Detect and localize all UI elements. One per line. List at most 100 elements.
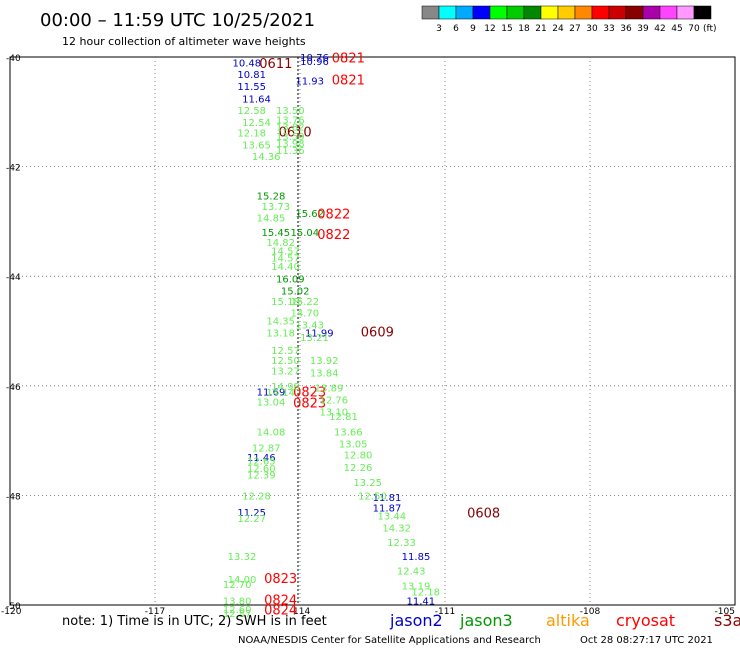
wave-height-label: 11.81 [373, 493, 402, 504]
wave-height-label: 16.09 [276, 274, 305, 285]
color-scale-swatch [472, 5, 491, 20]
wave-height-label: 12.18 [411, 587, 440, 598]
color-scale-label: 18 [518, 24, 530, 34]
wave-height-label: 12.33 [387, 538, 416, 549]
wave-height-label: 15.28 [257, 192, 286, 203]
wave-height-label: 10.76 [300, 53, 329, 64]
wave-height-label: 13.05 [339, 439, 368, 450]
color-scale-label: 6 [453, 24, 459, 34]
wave-height-label: 12.54 [242, 118, 271, 129]
pass-time-label: 0608 [467, 506, 500, 521]
wave-height-label: 15.18 [271, 297, 300, 308]
color-scale-label: 45 [671, 24, 682, 34]
wave-height-label: 12.65 [247, 456, 276, 467]
wave-height-label: 13.84 [310, 369, 339, 380]
wave-height-label: 11.36 [276, 146, 305, 157]
x-tick-label: -108 [580, 607, 601, 617]
wave-height-label: 14.70 [291, 308, 320, 319]
color-scale-swatch [642, 5, 661, 20]
wave-height-color-scale: 3 6 9 12 15 18 21 24 27 30 33 36 39 42 45 70 [421, 5, 712, 34]
mission-legend-jason2: jason2 [389, 611, 443, 630]
mission-legend-s3a: s3a [714, 611, 740, 630]
color-scale-swatch [625, 5, 644, 20]
wave-height-label: 13.92 [310, 356, 339, 367]
wave-height-label: 12.57 [271, 346, 300, 357]
wave-height-label: 12.81 [329, 412, 358, 423]
wave-height-label: 11.85 [402, 552, 431, 563]
wave-height-label: 12.70 [223, 580, 252, 591]
wave-height-label: 12.26 [344, 463, 373, 474]
color-scale-swatch [557, 5, 576, 20]
wave-height-label: 11.41 [407, 597, 436, 608]
color-scale-label: 33 [603, 24, 614, 34]
color-scale-label: 27 [569, 24, 580, 34]
wave-height-label: 12.50 [358, 491, 387, 502]
wave-height-label: 14.85 [257, 214, 286, 225]
wave-height-label: 15.62 [295, 209, 324, 220]
color-scale-swatch [659, 5, 678, 20]
wave-height-label: 14.57 [271, 246, 300, 257]
y-tick-label: -48 [6, 492, 21, 502]
x-tick-label: -111 [435, 607, 455, 617]
wave-height-label: 11.46 [247, 453, 276, 464]
wave-height-label: 10.48 [233, 58, 262, 69]
wave-height-label: 13.50 [276, 106, 305, 117]
plot-frame [9, 56, 736, 606]
color-scale-label: 21 [535, 24, 546, 34]
pass-time-label: 0821 [332, 52, 365, 67]
footer-generated: Oct 28 08:27:17 UTC 2021 [580, 635, 713, 646]
wave-height-label: 13.76 [276, 115, 305, 126]
wave-height-label: 13.32 [228, 552, 257, 563]
color-scale-label: 70 [688, 24, 700, 34]
wave-height-label: 13.10 [320, 408, 349, 419]
wave-height-label: 12.28 [242, 491, 271, 502]
wave-height-label: 14.32 [382, 524, 411, 535]
color-scale-swatch [608, 5, 627, 20]
y-tick-label: -44 [6, 273, 21, 283]
x-tick-label: -117 [145, 607, 165, 617]
pass-time-label: 0609 [361, 326, 394, 341]
color-scale-label: 15 [501, 24, 512, 34]
color-scale-label: 9 [470, 24, 476, 34]
pass-time-label: 0610 [279, 126, 312, 141]
pass-time-label: 0824 [264, 594, 297, 609]
color-scale-label: 42 [654, 24, 665, 34]
color-scale-swatch [591, 5, 610, 20]
wave-height-label: 12.58 [237, 106, 266, 117]
color-scale-label: 36 [620, 24, 632, 34]
wave-height-label: 15.04 [291, 228, 320, 239]
color-scale-swatch [489, 5, 508, 20]
wave-height-label: 13.19 [402, 581, 431, 592]
wave-height-label: 13.25 [353, 478, 382, 489]
wave-height-label: 14.35 [266, 317, 295, 328]
footer-credit: NOAA/NESDIS Center for Satellite Applica… [238, 635, 541, 646]
x-tick-label: -105 [715, 607, 735, 617]
wave-height-label: 14.98 [271, 382, 300, 393]
wave-height-label: 12.87 [252, 444, 281, 455]
grid [10, 57, 735, 605]
wave-height-label: 13.43 [295, 320, 324, 331]
wave-height-label: 10.81 [237, 70, 266, 81]
wave-height-label: 13.59 [276, 132, 305, 143]
mission-legend-jason3: jason3 [459, 611, 513, 630]
wave-height-label: 13.89 [315, 383, 344, 394]
pass-time-label: 0822 [317, 228, 350, 243]
wave-height-label: 12.60 [247, 464, 276, 475]
pass-time-label: 0823 [264, 572, 297, 587]
wave-height-label: 13.82 [276, 123, 305, 134]
wave-height-label: 11.87 [373, 503, 402, 514]
wave-height-label: 12.39 [247, 471, 276, 482]
wave-height-label: 13.80 [223, 597, 252, 608]
chart-title: 00:00 – 11:59 UTC 10/25/2021 [40, 10, 315, 31]
y-tick-label: -50 [6, 602, 21, 612]
y-tick-label: -42 [6, 164, 21, 174]
y-tick-label: -46 [6, 383, 21, 393]
pass-time-label: 0823 [293, 396, 326, 411]
color-scale-swatch [523, 5, 542, 20]
wave-height-label: 13.98 [276, 139, 305, 150]
wave-height-label: 15.02 [281, 286, 310, 297]
color-scale-label: 30 [586, 24, 598, 34]
